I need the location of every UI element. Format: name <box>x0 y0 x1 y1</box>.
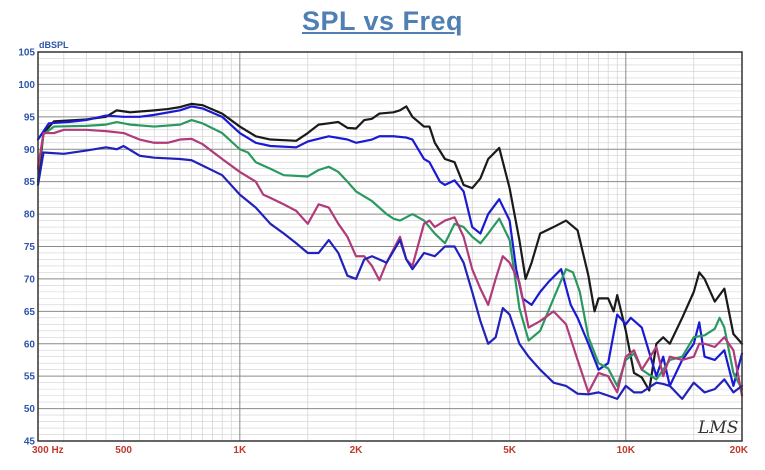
y-tick-label: 45 <box>24 437 36 448</box>
y-tick-label: 95 <box>24 112 36 123</box>
chart-title: SPL vs Freq <box>301 6 464 36</box>
lms-watermark: LMS <box>697 418 738 438</box>
x-tick-label: 5K <box>503 445 517 456</box>
y-tick-label: 90 <box>24 145 36 156</box>
y-tick-label: 55 <box>24 372 36 383</box>
y-tick-label: 85 <box>24 177 36 188</box>
x-tick-label: 20K <box>730 445 749 456</box>
series-line-2 <box>36 105 744 387</box>
major-grid <box>38 52 742 441</box>
y-tick-label: 50 <box>24 404 36 415</box>
x-tick-label: 10K <box>617 445 636 456</box>
y-tick-label: 75 <box>24 242 36 253</box>
series-line-1 <box>36 102 744 392</box>
y-tick-label: 100 <box>18 80 35 91</box>
y-axis-ticks: 105 100 95 90 85 80 75 70 65 60 55 50 45 <box>18 48 35 448</box>
plot-frame <box>37 51 743 442</box>
y-tick-label: 80 <box>24 210 36 221</box>
x-tick-label: 2K <box>350 445 364 456</box>
x-tick-label: 500 <box>115 445 132 456</box>
y-tick-label: 70 <box>24 274 36 285</box>
y-tick-label: 60 <box>24 339 36 350</box>
series-layer <box>36 102 744 400</box>
y-axis-unit-label: dBSPL <box>39 40 69 50</box>
x-axis-ticks: 300 Hz 500 1K 2K 5K 10K 20K <box>32 445 749 456</box>
x-tick-label: 1K <box>233 445 247 456</box>
y-tick-label: 65 <box>24 307 36 318</box>
series-line-4 <box>36 128 744 397</box>
series-line-5 <box>36 144 744 400</box>
x-tick-label: 300 Hz <box>32 445 64 456</box>
y-tick-label: 105 <box>18 48 35 59</box>
series-line-3 <box>36 118 744 391</box>
